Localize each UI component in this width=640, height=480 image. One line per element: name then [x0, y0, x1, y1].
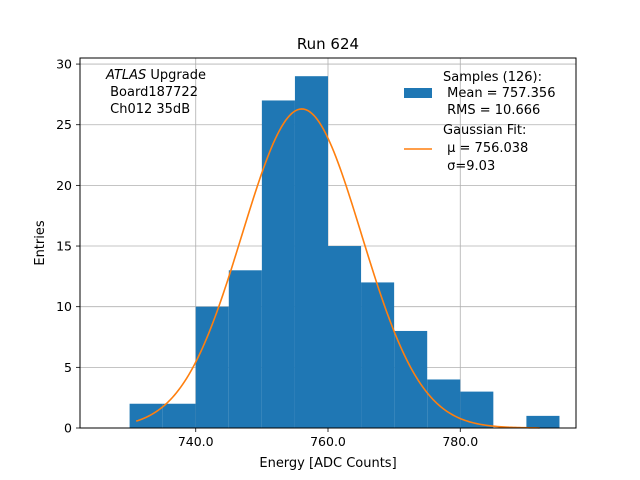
histogram-bar-10 [460, 391, 494, 428]
y-axis-ticks: 0 5 10 15 20 25 30 [56, 57, 80, 436]
legend-samples-line-2: Mean = 757.356 [443, 86, 555, 101]
legend-samples-swatch [404, 88, 432, 98]
legend: Samples (126): Mean = 757.356 RMS = 10.6… [404, 70, 555, 174]
y-tick-label-4: 20 [56, 178, 72, 193]
histogram-bar-8 [394, 330, 428, 428]
legend-fit-line-1: Gaussian Fit: [443, 123, 526, 138]
histogram-bar-6 [328, 246, 362, 428]
y-tick-label-5: 25 [56, 117, 72, 132]
annotation-line-channel: Ch012 35dB [106, 102, 190, 117]
gaussian-fit-curve [135, 108, 540, 429]
x-tick-label-0: 740.0 [178, 434, 214, 449]
annotation-upgrade-word: Upgrade [146, 68, 206, 83]
histogram-bars [129, 76, 560, 429]
legend-samples-line-1: Samples (126): [443, 70, 542, 85]
x-axis-ticks: 740.0 760.0 780.0 [178, 428, 478, 449]
legend-fit-line-3: σ=9.03 [443, 159, 495, 174]
histogram-bar-3 [228, 270, 262, 428]
histogram-bar-5 [294, 76, 328, 429]
histogram-bar-4 [261, 100, 295, 428]
annotation-line-board: Board187722 [106, 85, 198, 100]
chart-title: Run 624 [297, 35, 359, 53]
histogram-bar-12 [526, 415, 560, 428]
histogram-bar-1 [162, 403, 196, 428]
y-tick-label-3: 15 [56, 239, 72, 254]
x-tick-label-2: 780.0 [442, 434, 478, 449]
legend-samples-line-3: RMS = 10.666 [443, 103, 540, 118]
annotation-line-atlas: ATLAS Upgrade [105, 68, 206, 83]
y-tick-label-2: 10 [56, 299, 72, 314]
histogram-bar-9 [427, 379, 461, 428]
legend-fit-line-2: μ = 756.038 [443, 141, 528, 156]
gaussian-fit-layer [135, 108, 540, 429]
y-tick-label-6: 30 [56, 57, 72, 72]
histogram-bar-7 [361, 282, 395, 428]
y-tick-label-1: 5 [64, 360, 72, 375]
x-tick-label-1: 760.0 [310, 434, 346, 449]
y-tick-label-0: 0 [64, 421, 72, 436]
histogram-bar-2 [195, 306, 229, 428]
histogram-bar-0 [129, 403, 163, 428]
x-axis-label: Energy [ADC Counts] [259, 456, 396, 471]
annotation-atlas-italic: ATLAS [105, 68, 146, 83]
atlas-annotation: ATLAS Upgrade Board187722 Ch012 35dB [105, 68, 206, 117]
y-axis-label: Entries [33, 220, 48, 266]
